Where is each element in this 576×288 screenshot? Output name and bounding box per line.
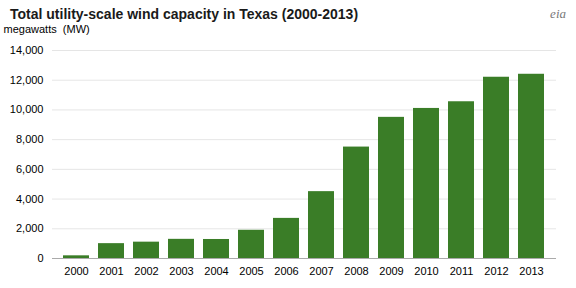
svg-text:12,000: 12,000	[10, 74, 44, 86]
svg-text:2011: 2011	[450, 265, 474, 277]
html-text:Total utility-scale wind capac: Total utility-scale wind capacity in Tex…	[10, 6, 359, 22]
svg-text:2004: 2004	[204, 265, 228, 277]
svg-text:8,000: 8,000	[16, 133, 44, 145]
html-text:eia: eia	[550, 6, 566, 21]
svg-text:10,000: 10,000	[10, 103, 44, 115]
svg-text:4,000: 4,000	[16, 193, 44, 205]
svg-text:megawatts (MW): megawatts (MW)	[4, 23, 90, 35]
svg-text:2006: 2006	[274, 265, 298, 277]
svg-text:0: 0	[37, 252, 43, 264]
svg-text:2010: 2010	[414, 265, 438, 277]
svg-text:2012: 2012	[484, 265, 508, 277]
svg-text:14,000: 14,000	[10, 44, 44, 56]
svg-text:2000: 2000	[64, 265, 88, 277]
svg-text:2005: 2005	[239, 265, 263, 277]
svg-text:2007: 2007	[309, 265, 333, 277]
svg-text:2001: 2001	[99, 265, 123, 277]
svg-text:2008: 2008	[344, 265, 368, 277]
svg-text:2003: 2003	[169, 265, 193, 277]
svg-text:2009: 2009	[379, 265, 403, 277]
svg-text:2013: 2013	[519, 265, 543, 277]
svg-text:6,000: 6,000	[16, 163, 44, 175]
svg-text:2,000: 2,000	[16, 222, 44, 234]
svg-text:2002: 2002	[134, 265, 158, 277]
